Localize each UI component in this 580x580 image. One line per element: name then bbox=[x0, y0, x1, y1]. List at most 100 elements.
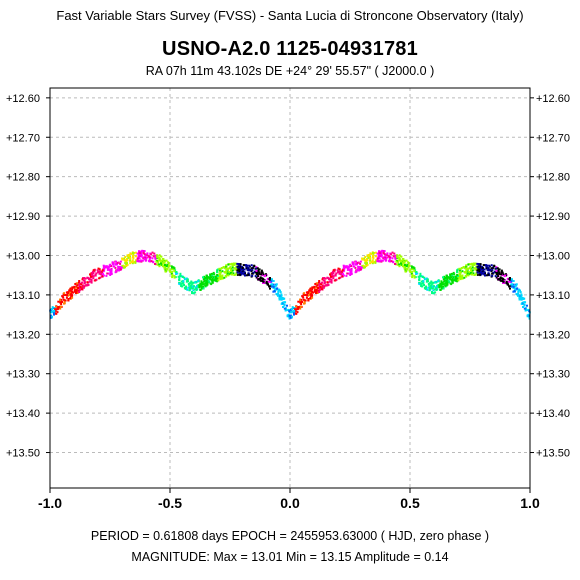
data-point bbox=[89, 280, 92, 283]
data-point bbox=[445, 274, 448, 277]
data-point bbox=[99, 271, 102, 274]
data-point bbox=[502, 278, 505, 281]
y-tick-label-right: +13.50 bbox=[536, 448, 570, 460]
data-point bbox=[157, 263, 159, 266]
data-point bbox=[189, 284, 192, 287]
data-point bbox=[465, 274, 468, 276]
data-point bbox=[451, 279, 454, 282]
data-point bbox=[228, 271, 230, 274]
data-point bbox=[250, 270, 253, 273]
data-point bbox=[320, 288, 323, 291]
data-point bbox=[523, 303, 526, 306]
data-point bbox=[82, 286, 85, 289]
data-point bbox=[152, 261, 155, 264]
data-point bbox=[467, 274, 470, 277]
data-point bbox=[491, 268, 494, 271]
data-point bbox=[495, 276, 498, 279]
data-point bbox=[205, 278, 207, 281]
data-point bbox=[258, 271, 261, 274]
data-point bbox=[492, 266, 495, 269]
data-point bbox=[282, 301, 285, 304]
data-point bbox=[479, 263, 482, 266]
data-point bbox=[495, 273, 498, 276]
data-point bbox=[475, 272, 478, 275]
y-tick-label-left: +12.80 bbox=[6, 172, 40, 184]
data-point bbox=[122, 264, 125, 267]
data-point bbox=[132, 252, 134, 255]
data-point bbox=[494, 275, 497, 278]
data-point bbox=[221, 277, 224, 280]
data-point bbox=[75, 292, 77, 294]
data-point bbox=[301, 301, 303, 303]
data-point bbox=[517, 293, 520, 296]
data-point bbox=[387, 255, 390, 258]
data-point bbox=[203, 279, 206, 282]
data-point bbox=[164, 266, 167, 269]
data-point bbox=[405, 265, 408, 268]
data-point bbox=[518, 295, 521, 298]
data-point bbox=[468, 263, 471, 266]
data-point bbox=[518, 296, 521, 299]
data-point bbox=[72, 291, 74, 294]
data-point bbox=[354, 271, 357, 274]
data-point bbox=[243, 268, 246, 271]
data-point bbox=[204, 281, 207, 284]
data-point bbox=[87, 284, 90, 286]
data-point bbox=[218, 269, 221, 272]
data-point bbox=[280, 297, 283, 299]
data-point bbox=[245, 264, 248, 267]
data-point bbox=[192, 289, 195, 292]
data-point bbox=[444, 281, 447, 284]
data-point bbox=[293, 309, 296, 312]
data-point bbox=[160, 262, 162, 265]
data-point bbox=[144, 259, 147, 262]
data-point bbox=[346, 272, 349, 275]
data-point bbox=[110, 270, 113, 273]
data-point bbox=[271, 285, 273, 288]
data-point bbox=[496, 267, 499, 270]
data-point bbox=[434, 281, 437, 284]
data-point bbox=[505, 280, 508, 283]
data-point bbox=[225, 275, 228, 278]
data-point bbox=[398, 257, 401, 260]
data-point bbox=[318, 280, 321, 282]
data-point bbox=[499, 279, 502, 282]
data-point bbox=[94, 273, 97, 276]
data-point bbox=[49, 314, 52, 317]
data-point bbox=[62, 298, 65, 301]
data-point bbox=[512, 290, 515, 293]
y-tick-label-left: +12.60 bbox=[6, 93, 40, 105]
data-point bbox=[245, 265, 248, 268]
data-point bbox=[308, 293, 311, 296]
data-point bbox=[77, 287, 79, 289]
data-point bbox=[423, 284, 425, 286]
data-point bbox=[200, 281, 203, 284]
data-point bbox=[487, 266, 490, 269]
data-point bbox=[437, 285, 440, 288]
data-point bbox=[495, 267, 498, 270]
data-point bbox=[78, 284, 81, 287]
data-point bbox=[371, 259, 374, 262]
data-point bbox=[223, 276, 226, 279]
data-point bbox=[78, 288, 81, 291]
data-point bbox=[229, 269, 232, 272]
data-point bbox=[294, 308, 296, 311]
data-point bbox=[474, 273, 477, 276]
data-point bbox=[166, 268, 169, 271]
data-point bbox=[279, 289, 281, 292]
data-point bbox=[185, 277, 188, 280]
data-point bbox=[344, 265, 347, 268]
data-point bbox=[183, 284, 185, 286]
data-point bbox=[435, 286, 438, 289]
data-point bbox=[432, 285, 435, 288]
data-point bbox=[509, 287, 511, 290]
data-point bbox=[75, 282, 78, 285]
data-point bbox=[91, 270, 94, 273]
data-point bbox=[163, 261, 165, 264]
data-point bbox=[518, 298, 521, 301]
data-point bbox=[225, 271, 228, 274]
data-point bbox=[59, 298, 62, 301]
data-point bbox=[60, 303, 63, 305]
data-point bbox=[522, 301, 525, 304]
data-point bbox=[63, 302, 66, 305]
